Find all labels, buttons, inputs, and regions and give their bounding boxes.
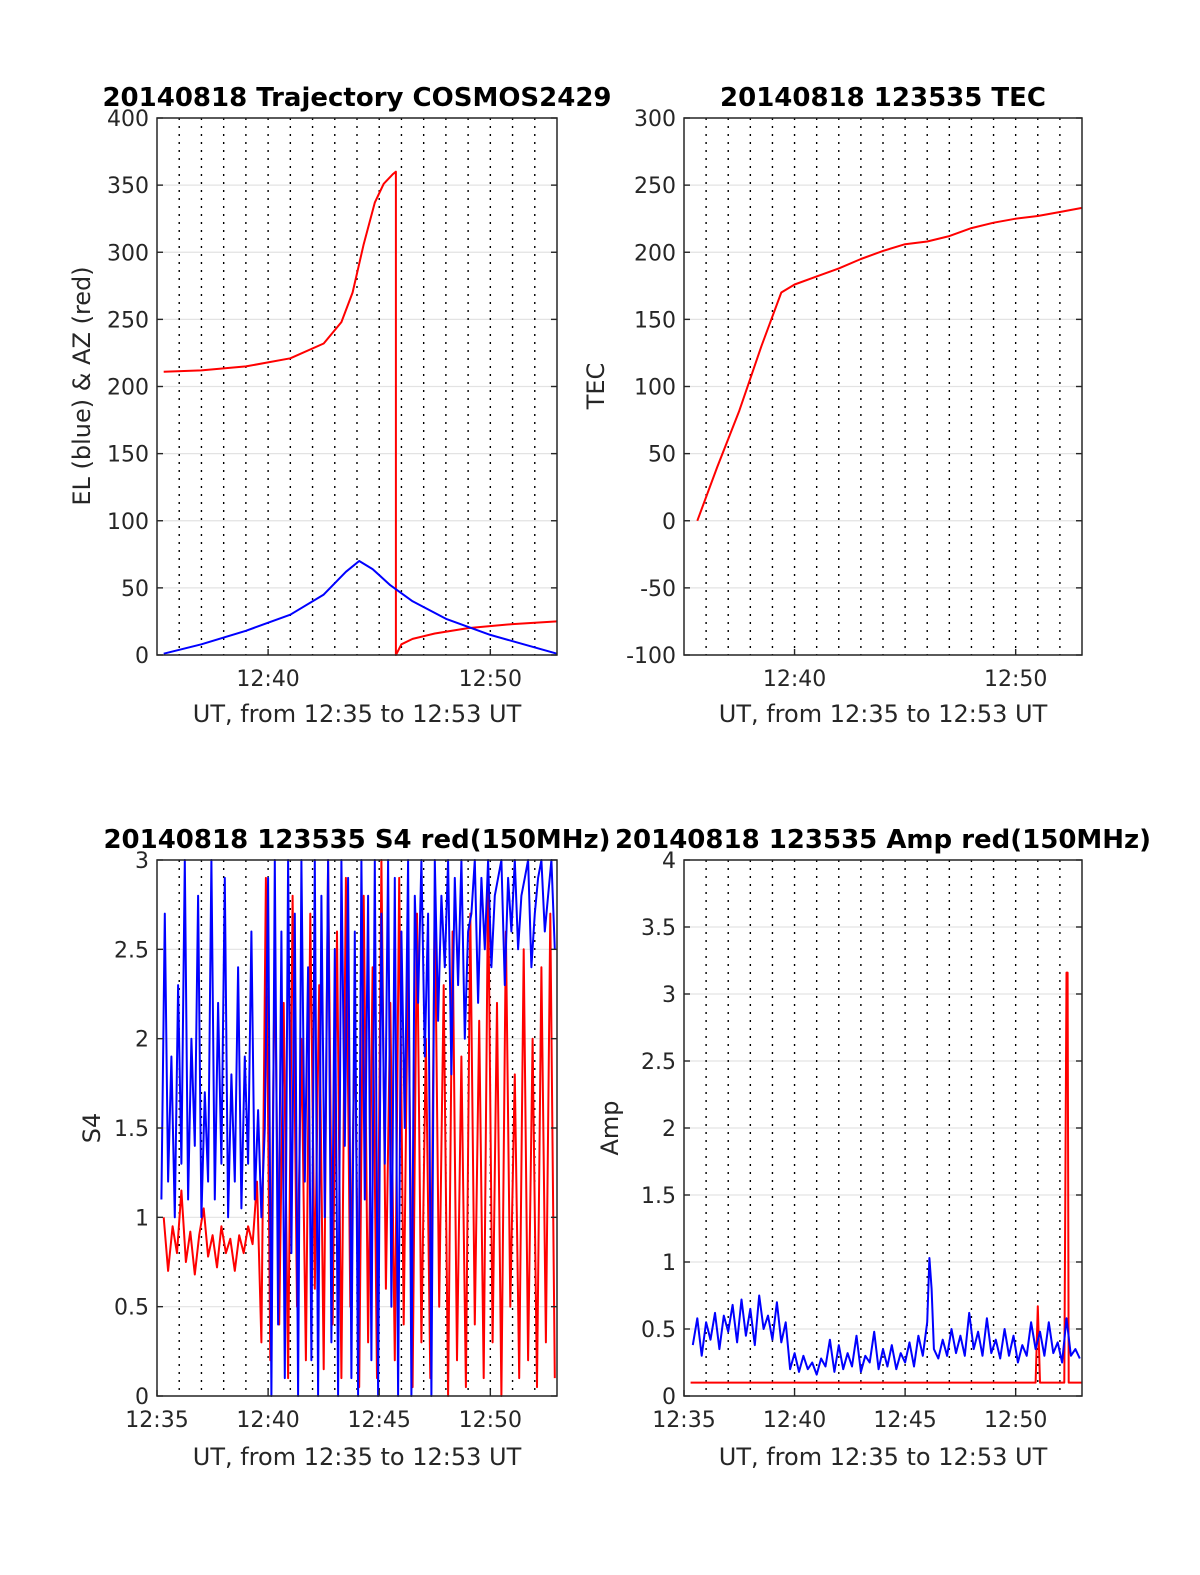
s4-title: 20140818 123535 S4 red(150MHz) — [103, 825, 610, 855]
amp-ytick-label: 3.5 — [641, 916, 676, 941]
s4-ytick-label: 1.5 — [114, 1117, 149, 1142]
s4-xtick-label: 12:45 — [348, 1408, 411, 1433]
s4-ylabel: S4 — [78, 1113, 106, 1144]
trajectory-ylabel: EL (blue) & AZ (red) — [68, 266, 96, 505]
amp-series-amp-red-150mhz- — [690, 971, 1082, 1384]
s4-xtick-label: 12:50 — [459, 1408, 522, 1433]
tec-ytick-label: 0 — [662, 510, 676, 535]
traj-xtick-label: 12:40 — [236, 667, 299, 692]
s4-ytick-label: 1 — [135, 1206, 149, 1231]
amp-ylabel: Amp — [596, 1100, 624, 1155]
tec-ytick-label: 50 — [648, 443, 676, 468]
traj-ytick-label: 250 — [107, 308, 149, 333]
amp-series-amp-blue — [691, 1257, 1081, 1376]
amp-xtick-label: 12:40 — [763, 1408, 826, 1433]
trajectory-xlabel: UT, from 12:35 to 12:53 UT — [193, 700, 522, 728]
traj-ytick-label: 0 — [135, 644, 149, 669]
s4-ytick-label: 3 — [135, 849, 149, 874]
tec-xtick-label: 12:50 — [984, 667, 1047, 692]
amp-ytick-label: 0 — [662, 1385, 676, 1410]
s4-xtick-label: 12:40 — [236, 1408, 299, 1433]
traj-ytick-label: 350 — [107, 174, 149, 199]
traj-xtick-label: 12:50 — [459, 667, 522, 692]
amp-xlabel: UT, from 12:35 to 12:53 UT — [719, 1443, 1048, 1471]
amp-ytick-label: 3 — [662, 983, 676, 1008]
amp-chart: 0 0.5 1 1.5 2 2.5 3 3.5 4 12:35 12:40 12:45 12:50 20… — [596, 825, 1151, 1471]
s4-ytick-label: 0.5 — [114, 1296, 149, 1321]
amp-ytick-label: 2.5 — [641, 1050, 676, 1075]
amp-xtick-label: 12:45 — [873, 1408, 936, 1433]
traj-ytick-label: 50 — [121, 577, 149, 602]
traj-ytick-label: 100 — [107, 510, 149, 535]
amp-xtick-label: 12:50 — [984, 1408, 1047, 1433]
s4-xtick-label: 12:35 — [125, 1408, 188, 1433]
s4-ytick-label: 2 — [135, 1028, 149, 1053]
s4-series-s4-red-150mhz- — [162, 859, 556, 1397]
traj-ytick-label: 300 — [107, 241, 149, 266]
amp-ytick-label: 2 — [662, 1117, 676, 1142]
s4-ytick-label: 0 — [135, 1385, 149, 1410]
tec-ytick-label: -50 — [640, 577, 676, 602]
tec-ytick-label: 250 — [634, 174, 676, 199]
tec-ylabel: TEC — [582, 363, 610, 411]
tec-title: 20140818 123535 TEC — [720, 83, 1046, 113]
trajectory-title: 20140818 Trajectory COSMOS2429 — [102, 83, 611, 113]
traj-series-az — [163, 170, 558, 656]
amp-ytick-label: 0.5 — [641, 1318, 676, 1343]
traj-ytick-label: 200 — [107, 376, 149, 401]
tec-xlabel: UT, from 12:35 to 12:53 UT — [719, 700, 1048, 728]
amp-xtick-label: 12:35 — [652, 1408, 715, 1433]
tec-ytick-label: 100 — [634, 376, 676, 401]
traj-ytick-label: 150 — [107, 443, 149, 468]
amp-ytick-label: 4 — [662, 849, 676, 874]
tec-ytick-label: -100 — [626, 644, 676, 669]
tec-ytick-label: 200 — [634, 241, 676, 266]
tec-ytick-label: 300 — [634, 107, 676, 132]
s4-ytick-label: 2.5 — [114, 938, 149, 963]
traj-series-el — [163, 560, 558, 655]
s4-xlabel: UT, from 12:35 to 12:53 UT — [193, 1443, 522, 1471]
tec-series-tec — [696, 206, 1083, 522]
amp-ytick-label: 1 — [662, 1251, 676, 1276]
tec-chart: -100 -50 0 50 100 150 200 250 300 12:40 12:50 2014… — [582, 83, 1083, 728]
trajectory-chart: 0 50 100 150 200 250 300 350 400 12:40 12:50 20140… — [68, 83, 612, 728]
amp-title: 20140818 123535 Amp red(150MHz) — [615, 825, 1151, 855]
amp-ytick-label: 1.5 — [641, 1184, 676, 1209]
tec-ytick-label: 150 — [634, 308, 676, 333]
traj-ytick-label: 400 — [107, 107, 149, 132]
tec-xtick-label: 12:40 — [763, 667, 826, 692]
s4-chart: 0 0.5 1 1.5 2 2.5 3 12:35 12:40 12:45 12:50 201408… — [78, 825, 611, 1471]
